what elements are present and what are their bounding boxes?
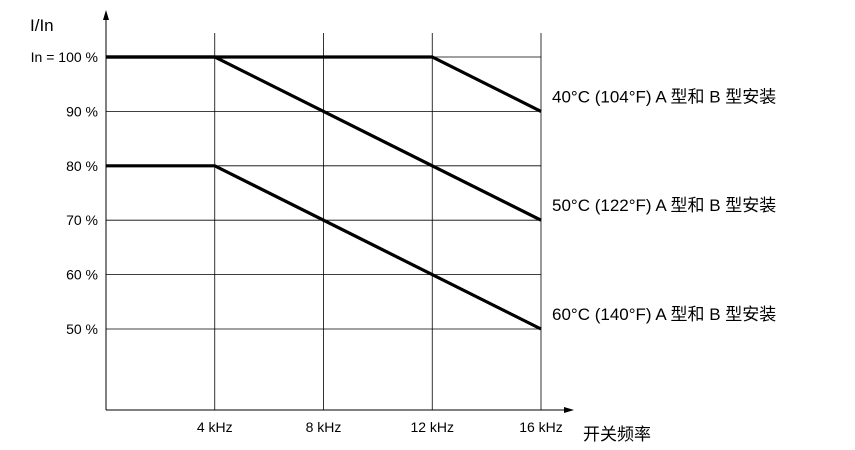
- series-label: 40°C (104°F) A 型和 B 型安装: [552, 87, 776, 106]
- tick-labels: In = 100 % 90 % 80 % 70 % 60 % 50 % 4 kHz 8 kHz…: [31, 49, 563, 435]
- x-axis-label: 开关频率: [583, 425, 651, 444]
- x-tick-label: 12 kHz: [410, 419, 454, 435]
- series-lines: [106, 55, 542, 331]
- y-tick-label: In = 100 %: [31, 49, 98, 65]
- y-tick-label: 60 %: [66, 267, 98, 283]
- series-labels: 40°C (104°F) A 型和 B 型安装 50°C (122°F) A 型和…: [552, 87, 776, 324]
- axes: [103, 10, 574, 413]
- y-tick-label: 90 %: [66, 103, 98, 119]
- y-axis-arrow: [103, 10, 109, 20]
- y-axis-label: I/In: [30, 16, 54, 35]
- y-tick-label: 50 %: [66, 321, 98, 337]
- y-tick-label: 70 %: [66, 212, 98, 228]
- x-axis-arrow: [564, 407, 574, 413]
- x-tick-label: 16 kHz: [519, 419, 563, 435]
- series-label: 60°C (140°F) A 型和 B 型安装: [552, 305, 776, 324]
- series-label: 50°C (122°F) A 型和 B 型安装: [552, 196, 776, 215]
- y-tick-label: 80 %: [66, 158, 98, 174]
- x-tick-label: 4 kHz: [197, 419, 233, 435]
- series-line: [106, 164, 542, 331]
- series-line: [106, 55, 542, 222]
- x-tick-label: 8 kHz: [306, 419, 342, 435]
